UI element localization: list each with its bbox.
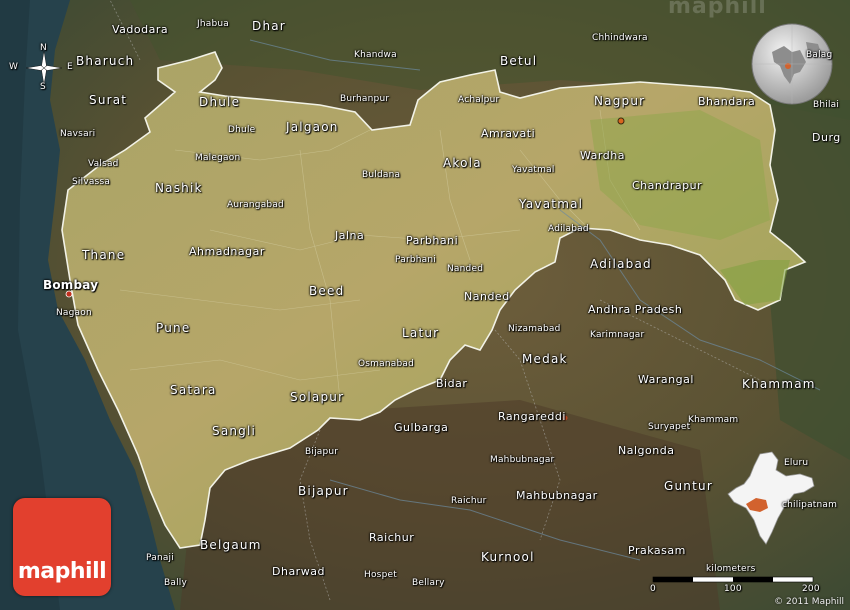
place-label-vadodara: Vadodara (112, 23, 169, 36)
place-label-warangal: Warangal (638, 373, 694, 386)
place-label-solapur: Solapur (290, 390, 345, 404)
place-label-nanded2: Nanded (464, 290, 510, 303)
place-label-jalgaon: Jalgaon (286, 120, 339, 134)
place-label-ahmadnagar: Ahmadnagar (189, 245, 265, 258)
compass-east: E (67, 62, 73, 72)
place-label-parbhani2: Parbhani (395, 255, 436, 265)
place-label-prakasam: Prakasam (628, 544, 686, 557)
place-label-yavatmal: Yavatmal (512, 165, 555, 175)
place-label-andhra: Andhra Pradesh (588, 303, 683, 316)
place-label-malegaon: Malegaon (195, 153, 241, 163)
place-label-bally: Bally (164, 578, 188, 588)
place-label-beed: Beed (309, 284, 345, 298)
place-label-suryapet: Suryapet (648, 422, 691, 432)
place-label-adilabad: Adilabad (548, 224, 589, 234)
place-label-adilabad2: Adilabad (590, 257, 652, 271)
place-label-guntur: Guntur (664, 479, 713, 493)
place-label-buldana: Buldana (362, 170, 401, 180)
place-label-nagaon: Nagaon (56, 308, 92, 318)
scale-tick-0: 0 (650, 584, 656, 594)
place-label-machilipatnam: chilipatnam (782, 500, 838, 510)
compass-north: N (40, 43, 47, 53)
maphill-logo[interactable]: maphill (13, 498, 111, 596)
scale-tick-100: 100 (724, 584, 742, 594)
place-label-chhindwara: Chhindwara (592, 33, 648, 43)
place-label-bhilai: Bhilai (813, 100, 840, 110)
place-label-akola: Akola (443, 156, 482, 170)
place-label-valsad: Valsad (88, 159, 119, 169)
place-label-dhule: Dhule (199, 95, 241, 109)
place-label-surat: Surat (89, 93, 128, 107)
place-label-satara: Satara (170, 383, 217, 397)
place-label-navsari: Navsari (60, 129, 96, 139)
place-label-sangli: Sangli (212, 424, 257, 438)
place-label-mahbubnagar: Mahbubnagar (490, 455, 555, 465)
place-label-eluru: Eluru (784, 458, 809, 468)
place-label-raichur: Raichur (451, 496, 487, 506)
place-label-dhule2: Dhule (228, 125, 256, 135)
india-locator-icon (727, 451, 815, 545)
place-label-aurangabad: Aurangabad (227, 200, 284, 210)
place-label-wardha: Wardha (580, 149, 625, 162)
place-label-parbhani: Parbhani (406, 234, 459, 247)
scale-bar: kilometers 0 100 200 (648, 564, 820, 594)
place-label-balaghat: Balag (806, 50, 833, 60)
place-label-hospet: Hospet (364, 570, 397, 580)
place-label-rangareddi: Rangareddi (498, 410, 566, 423)
compass-rose-icon (25, 50, 63, 86)
maphill-logo-text: maphill (17, 559, 107, 584)
place-label-bijapur2: Bijapur (298, 484, 349, 498)
place-label-nalgonda: Nalgonda (618, 444, 675, 457)
place-label-dharwad: Dharwad (272, 565, 325, 578)
place-label-nagpur: Nagpur (594, 94, 646, 108)
place-label-latur: Latur (402, 326, 440, 340)
place-label-panaji: Panaji (146, 553, 174, 563)
place-label-jalna: Jalna (335, 229, 365, 242)
place-label-achalpur: Achalpur (458, 95, 500, 105)
place-label-durg: Durg (812, 131, 841, 144)
place-label-betul: Betul (500, 54, 538, 68)
place-label-yavatmal2: Yavatmal (519, 197, 584, 211)
compass-south: S (40, 82, 46, 92)
place-label-burhanpur: Burhanpur (340, 94, 390, 104)
scale-tick-200: 200 (802, 584, 820, 594)
copyright-notice: © 2011 Maphill (774, 597, 844, 607)
place-label-mahbubnagar2: Mahbubnagar (516, 489, 598, 502)
place-label-thane: Thane (82, 248, 126, 262)
place-label-karimnagar: Karimnagar (590, 330, 645, 340)
globe-locator-icon (751, 23, 833, 105)
place-label-raichur2: Raichur (369, 531, 415, 544)
scale-title: kilometers (706, 564, 756, 574)
place-label-khammam: Khammam (742, 377, 816, 391)
place-label-bhandara: Bhandara (698, 95, 756, 108)
maphill-watermark: maphill (668, 0, 767, 19)
place-label-silvassa: Silvassa (72, 177, 111, 187)
place-label-nizamabad: Nizamabad (508, 324, 561, 334)
compass-west: W (9, 62, 19, 72)
place-label-belgaum: Belgaum (200, 538, 262, 552)
place-label-khammam2: Khammam (688, 415, 739, 425)
place-label-bijapur: Bijapur (305, 447, 339, 457)
place-label-pune: Pune (156, 321, 191, 335)
place-label-jhabua: Jhabua (197, 19, 230, 29)
place-label-nashik: Nashik (155, 181, 203, 195)
place-label-bharuch: Bharuch (76, 54, 135, 68)
place-label-bombay: Bombay (43, 278, 99, 292)
place-label-nanded: Nanded (447, 264, 484, 274)
place-label-dhar: Dhar (252, 19, 286, 33)
place-label-amravati: Amravati (481, 127, 536, 140)
scale-graduation (652, 576, 814, 583)
place-label-khandwa: Khandwa (354, 50, 397, 60)
place-label-kurnool: Kurnool (481, 550, 535, 564)
place-label-bidar: Bidar (436, 377, 468, 390)
place-label-bellary: Bellary (412, 578, 445, 588)
place-label-medak: Medak (522, 352, 568, 366)
place-label-chandrapur: Chandrapur (632, 179, 703, 192)
place-label-gulbarga: Gulbarga (394, 421, 449, 434)
place-label-osmanabad: Osmanabad (358, 359, 415, 369)
